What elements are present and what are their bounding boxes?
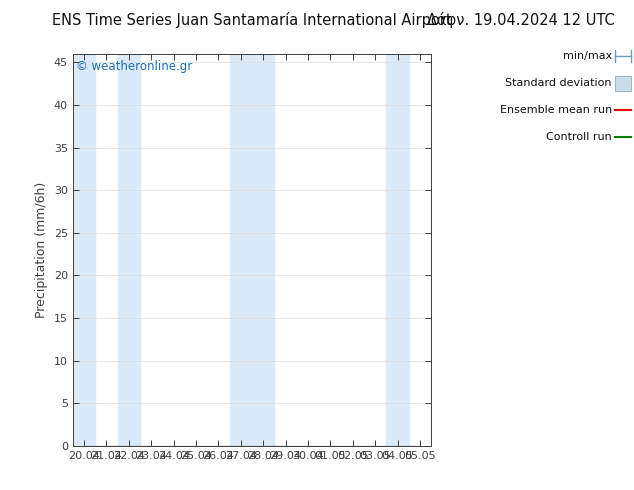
Y-axis label: Precipitation (mm/6h): Precipitation (mm/6h) <box>36 182 48 318</box>
Bar <box>73 54 95 446</box>
Bar <box>118 54 140 446</box>
Text: Ensemble mean run: Ensemble mean run <box>500 105 612 115</box>
Text: © weatheronline.gr: © weatheronline.gr <box>77 60 193 73</box>
Bar <box>230 54 275 446</box>
Text: Δάφν. 19.04.2024 12 UTC: Δάφν. 19.04.2024 12 UTC <box>427 12 615 28</box>
Bar <box>386 54 409 446</box>
Text: min/max: min/max <box>562 51 612 61</box>
Text: Controll run: Controll run <box>546 132 612 142</box>
Text: ENS Time Series Juan Santamaría International Airport: ENS Time Series Juan Santamaría Internat… <box>52 12 452 28</box>
Text: Standard deviation: Standard deviation <box>505 78 612 88</box>
